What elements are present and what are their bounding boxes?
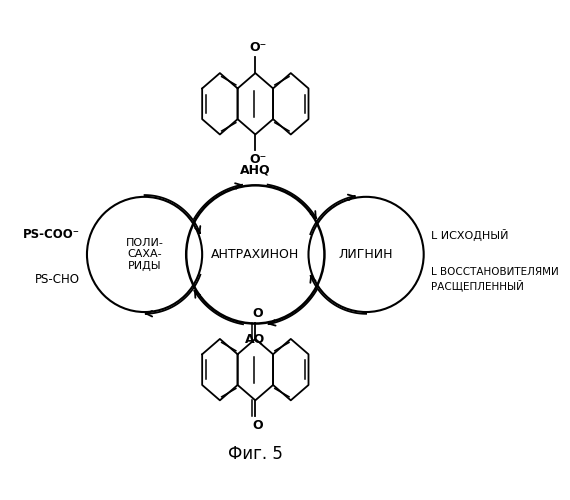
Text: ПОЛИ-
САХА-
РИДЫ: ПОЛИ- САХА- РИДЫ [125, 238, 164, 271]
Text: L ВОССТАНОВИТЕЛЯМИ: L ВОССТАНОВИТЕЛЯМИ [431, 267, 559, 277]
Text: PS-COO⁻: PS-COO⁻ [23, 228, 80, 241]
Text: АНТРАХИНОН: АНТРАХИНОН [211, 248, 299, 261]
Text: AHQ: AHQ [240, 164, 271, 176]
Text: O⁻: O⁻ [249, 153, 267, 166]
Text: AQ: AQ [245, 332, 266, 345]
Text: ЛИГНИН: ЛИГНИН [339, 248, 393, 261]
Text: O: O [253, 308, 263, 320]
Text: O⁻: O⁻ [249, 42, 267, 54]
Text: PS-CHO: PS-CHO [35, 272, 80, 285]
Text: L ИСХОДНЫЙ: L ИСХОДНЫЙ [431, 229, 508, 241]
Text: O: O [253, 419, 263, 432]
Text: Фиг. 5: Фиг. 5 [228, 445, 283, 463]
Text: РАСЩЕПЛЕННЫЙ: РАСЩЕПЛЕННЫЙ [431, 280, 524, 291]
